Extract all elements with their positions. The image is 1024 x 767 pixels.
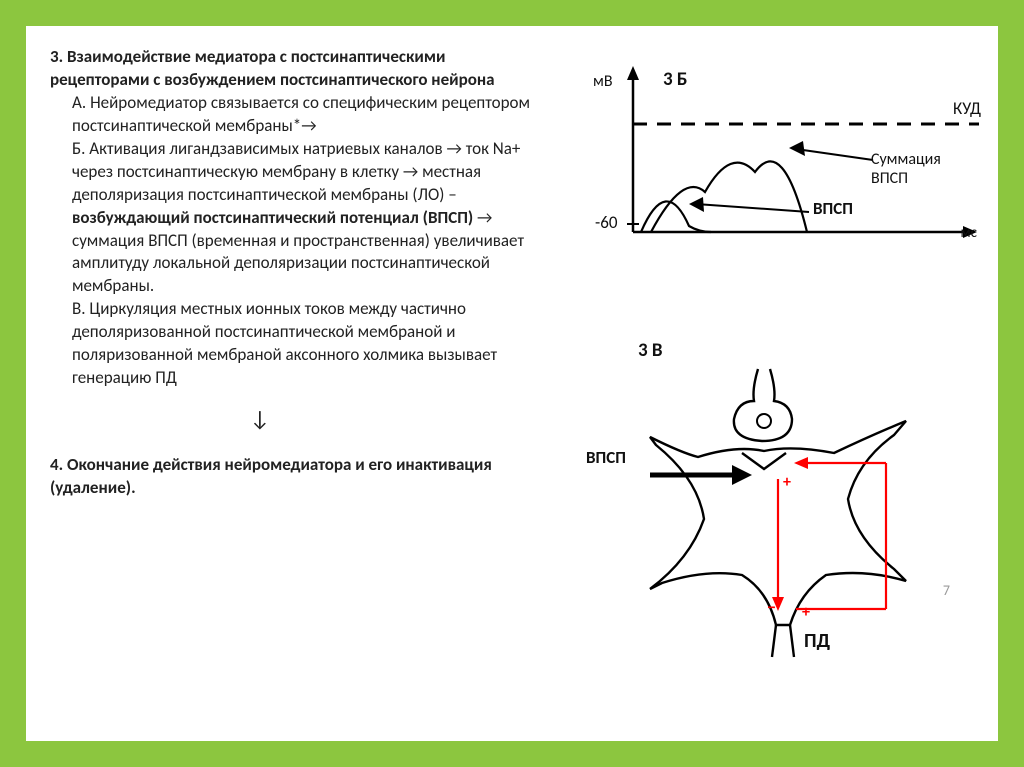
neuron-vpsp-label: ВПСП xyxy=(586,447,626,468)
kud-label: КУД xyxy=(953,98,981,119)
epsp-summation-chart: мВ 3 Б КУД Суммация ВПСП ВПСП -60 мс xyxy=(571,54,981,264)
chart-y-axis-label: мВ xyxy=(593,72,613,91)
text-column: 3. Взаимодействие медиатора с постсинапт… xyxy=(50,46,540,500)
svg-text:+: + xyxy=(783,473,791,492)
paragraph-c: В. Циркуляция местных ионных токов между… xyxy=(50,298,540,390)
svg-text:+: + xyxy=(802,603,810,622)
page-number: 7 xyxy=(943,582,950,599)
para-b-bold: возбуждающий постсинаптический потенциал… xyxy=(72,207,473,228)
down-arrow-icon: ↓ xyxy=(50,404,540,434)
y-tick-60: -60 xyxy=(595,212,617,233)
heading-3: 3. Взаимодействие медиатора с постсинапт… xyxy=(50,46,540,92)
paragraph-a: А. Нейромедиатор связывается со специфич… xyxy=(50,92,540,138)
summation-label: Суммация ВПСП xyxy=(871,150,981,188)
svg-text:−: − xyxy=(767,596,776,618)
slide-canvas: 3. Взаимодействие медиатора с постсинапт… xyxy=(26,26,998,741)
neuron-pd-label: ПД xyxy=(804,629,830,653)
neuron-title: 3 В xyxy=(638,339,663,362)
heading-4: 4. Окончание действия нейромедиатора и е… xyxy=(50,454,540,500)
chart-x-axis-label: мс xyxy=(961,224,978,242)
para-b-pre: Б. Активация лигандзависимых натриевых к… xyxy=(72,138,520,205)
neuron-diagram: + − + 3 В ВПСП ПД xyxy=(586,361,976,661)
paragraph-b: Б. Активация лигандзависимых натриевых к… xyxy=(50,138,540,299)
chart-title: 3 Б xyxy=(663,68,687,91)
vpsp-label: ВПСП xyxy=(813,198,853,219)
